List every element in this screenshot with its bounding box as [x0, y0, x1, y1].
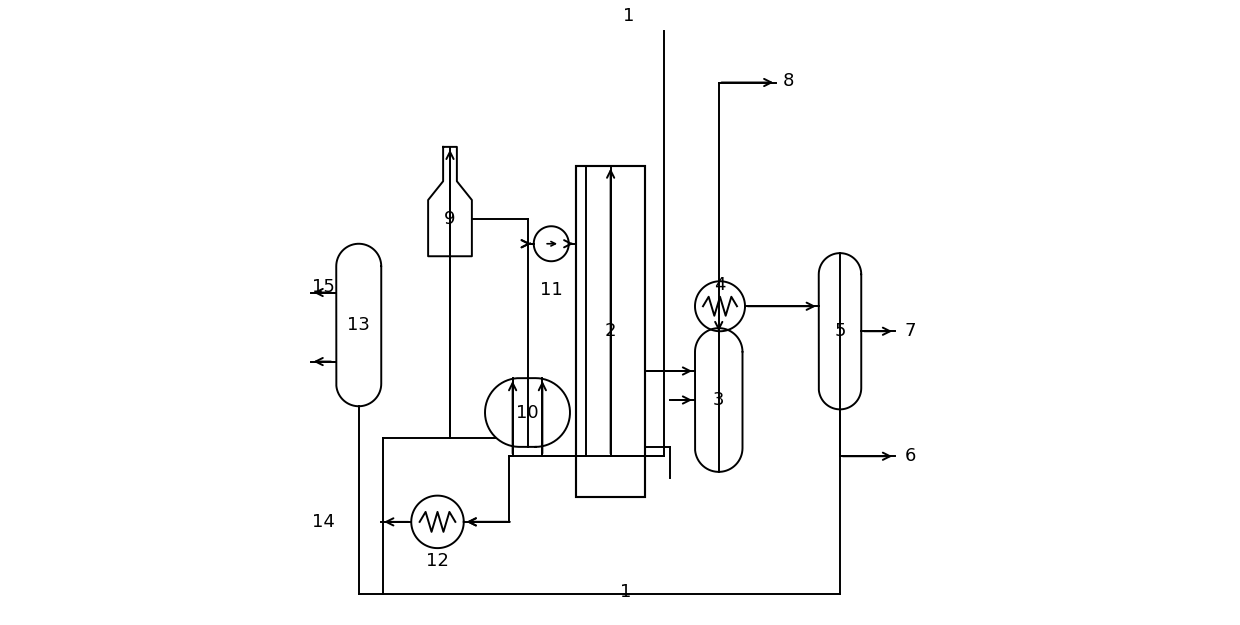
- Text: 2: 2: [605, 322, 616, 340]
- Text: 10: 10: [516, 404, 539, 421]
- Text: 8: 8: [782, 72, 794, 90]
- Text: 11: 11: [539, 281, 563, 299]
- Text: 9: 9: [444, 210, 456, 227]
- Text: 1: 1: [624, 7, 635, 25]
- Text: 6: 6: [904, 448, 916, 465]
- Text: 1: 1: [620, 583, 631, 601]
- Text: 12: 12: [427, 552, 449, 570]
- Text: 7: 7: [904, 322, 916, 340]
- Text: 4: 4: [714, 276, 725, 294]
- Text: 3: 3: [713, 391, 724, 409]
- Text: 15: 15: [312, 279, 335, 296]
- Text: 13: 13: [347, 316, 371, 334]
- Bar: [577, 166, 645, 497]
- Text: 5: 5: [835, 322, 846, 340]
- Text: 14: 14: [312, 513, 335, 531]
